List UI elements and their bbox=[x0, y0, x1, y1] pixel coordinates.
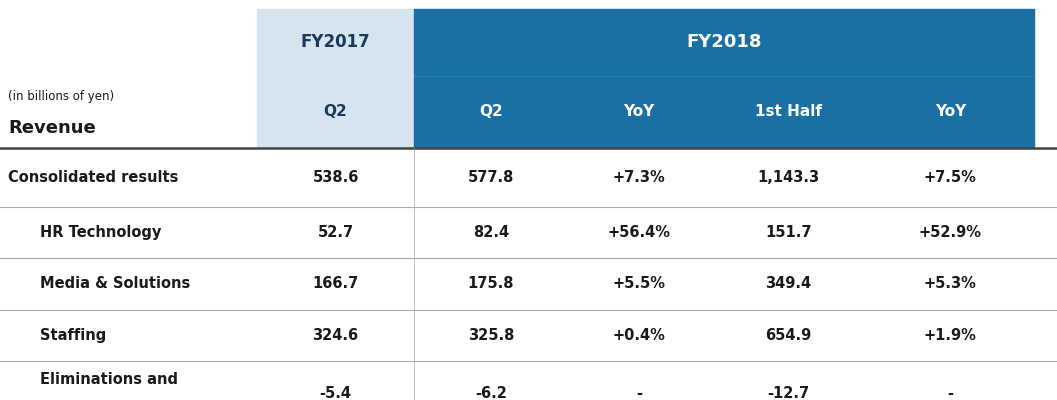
Text: Consolidated results: Consolidated results bbox=[8, 170, 179, 185]
Text: 1,143.3: 1,143.3 bbox=[758, 170, 819, 185]
Text: 538.6: 538.6 bbox=[313, 170, 358, 185]
Text: 175.8: 175.8 bbox=[468, 276, 514, 292]
Text: FY2017: FY2017 bbox=[301, 33, 370, 51]
Text: Media & Solutions: Media & Solutions bbox=[40, 276, 190, 292]
Text: (in billions of yen): (in billions of yen) bbox=[8, 90, 114, 103]
Text: 577.8: 577.8 bbox=[468, 170, 514, 185]
Text: FY2018: FY2018 bbox=[686, 33, 762, 51]
Text: +7.5%: +7.5% bbox=[924, 170, 977, 185]
Text: Staffing: Staffing bbox=[40, 328, 107, 343]
Text: +7.3%: +7.3% bbox=[613, 170, 665, 185]
Text: 151.7: 151.7 bbox=[765, 225, 812, 240]
Text: 82.4: 82.4 bbox=[472, 225, 509, 240]
Text: 654.9: 654.9 bbox=[765, 328, 812, 343]
Text: 1st Half: 1st Half bbox=[755, 104, 822, 120]
Text: -5.4: -5.4 bbox=[319, 386, 352, 400]
Text: 52.7: 52.7 bbox=[317, 225, 354, 240]
Bar bbox=[257, 76, 414, 148]
Bar bbox=[414, 9, 1034, 76]
Text: -: - bbox=[636, 386, 642, 400]
Text: Eliminations and: Eliminations and bbox=[40, 372, 179, 387]
Text: 166.7: 166.7 bbox=[313, 276, 358, 292]
Text: 349.4: 349.4 bbox=[765, 276, 812, 292]
Text: Q2: Q2 bbox=[479, 104, 503, 120]
Text: -: - bbox=[947, 386, 953, 400]
Text: +56.4%: +56.4% bbox=[608, 225, 670, 240]
Text: Q2: Q2 bbox=[323, 104, 348, 120]
Text: HR Technology: HR Technology bbox=[40, 225, 162, 240]
Text: +5.3%: +5.3% bbox=[924, 276, 977, 292]
Text: +0.4%: +0.4% bbox=[612, 328, 666, 343]
Text: +5.5%: +5.5% bbox=[612, 276, 666, 292]
Text: 324.6: 324.6 bbox=[313, 328, 358, 343]
Text: YoY: YoY bbox=[934, 104, 966, 120]
Text: YoY: YoY bbox=[624, 104, 654, 120]
Text: +1.9%: +1.9% bbox=[924, 328, 977, 343]
Text: Revenue: Revenue bbox=[8, 119, 96, 137]
Text: +52.9%: +52.9% bbox=[919, 225, 982, 240]
Bar bbox=[257, 9, 414, 76]
Text: 325.8: 325.8 bbox=[468, 328, 514, 343]
Text: -6.2: -6.2 bbox=[475, 386, 507, 400]
Text: -12.7: -12.7 bbox=[767, 386, 810, 400]
Bar bbox=[414, 76, 1034, 148]
